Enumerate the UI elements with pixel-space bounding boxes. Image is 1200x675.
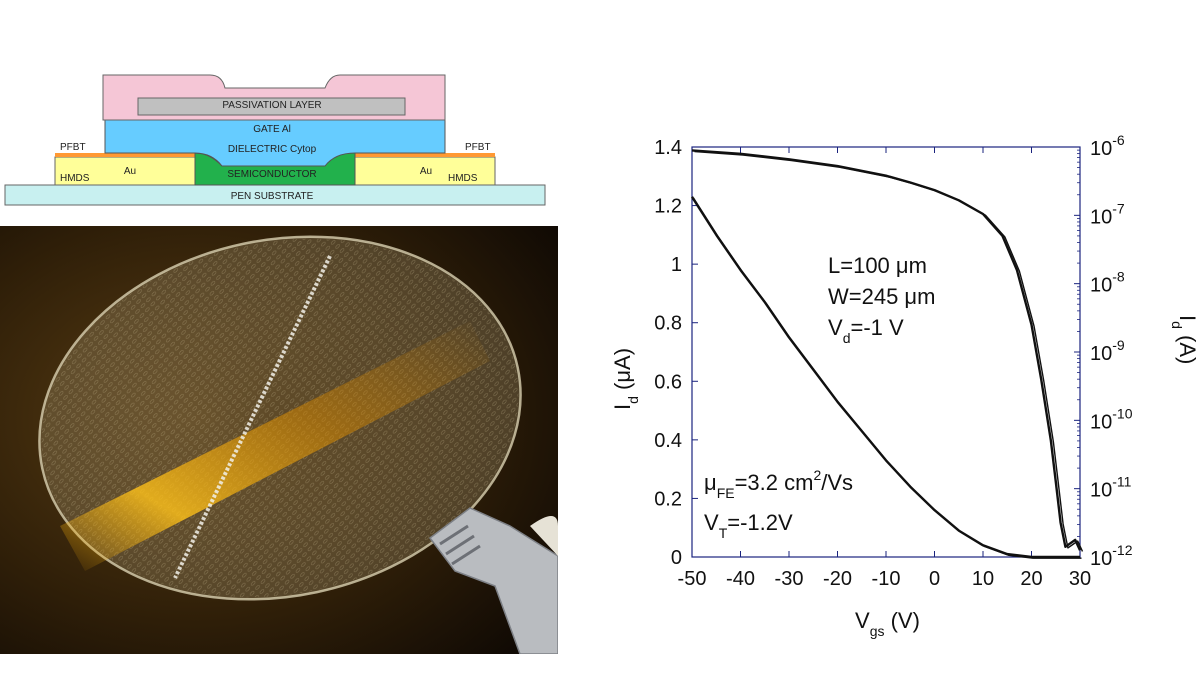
label-semiconductor: SEMICONDUCTOR — [227, 169, 316, 180]
annotation-threshold-voltage: VT=-1.2V — [704, 510, 793, 541]
x-tick-label: 30 — [1069, 568, 1091, 590]
annotation-drain-voltage: Vd=-1 V — [828, 315, 904, 346]
series-log-current-reverse — [694, 150, 1084, 552]
wafer-photo — [0, 226, 558, 654]
y-left-tick-label: 1.2 — [654, 196, 682, 218]
annotation-width: W=245 μm — [828, 284, 935, 309]
label-hmds-left: HMDS — [60, 173, 90, 184]
label-dielectric: DIELECTRIC Cytop — [228, 144, 317, 155]
gate-layer — [137, 97, 406, 116]
y-right-tick-label: 10-7 — [1090, 200, 1125, 228]
label-hmds-right: HMDS — [448, 173, 478, 184]
electrode-left — [54, 156, 196, 186]
x-tick-label: -30 — [775, 568, 804, 590]
label-electrode-left: Au — [124, 166, 136, 177]
y-right-tick-label: 10-9 — [1090, 337, 1125, 365]
y-right-tick-label: 10-11 — [1090, 474, 1132, 502]
y-axis-label-right: Id (A) — [1169, 315, 1200, 364]
x-tick-label: -50 — [678, 568, 707, 590]
series-linear-current — [690, 196, 1080, 559]
plot-frame — [691, 146, 1081, 558]
dielectric-body — [104, 119, 446, 167]
label-pfbt-right: PFBT — [465, 142, 491, 153]
y-left-tick-label: 0.8 — [654, 313, 682, 335]
series-linear-current-reverse — [692, 197, 1082, 559]
x-tick-label: -20 — [823, 568, 852, 590]
transfer-curve-chart: -50 -40 -30 -20 -10 0 10 20 30 0 0.2 0.4 0.6 0.8 1 1.2 1… — [610, 132, 1200, 639]
x-tick-label: -40 — [726, 568, 755, 590]
annotation-mobility: μFE=3.2 cm2/Vs — [704, 467, 853, 501]
y-right-tick-label: 10-12 — [1090, 542, 1133, 570]
y-right-tick-label: 10-10 — [1090, 405, 1133, 433]
device-stack-diagram: PASSIVATION LAYER GATE Al DIELECTRIC Cyt… — [4, 74, 546, 206]
y-right-tick-label: 10-6 — [1090, 132, 1125, 160]
y-left-tick-label: 0.6 — [654, 371, 682, 393]
x-tick-label: 0 — [929, 568, 940, 590]
label-gate: GATE Al — [253, 124, 291, 135]
x-tick-label: 20 — [1020, 568, 1042, 590]
y-left-tick-label: 0.2 — [654, 488, 682, 510]
pfbt-right — [355, 153, 495, 157]
device-line — [173, 255, 332, 579]
x-tick-label: -10 — [872, 568, 901, 590]
y-left-tick-label: 1 — [671, 254, 682, 276]
label-electrode-right: Au — [420, 166, 432, 177]
label-passivation: PASSIVATION LAYER — [222, 100, 321, 111]
label-pfbt-left: PFBT — [60, 142, 86, 153]
x-tick-label: 10 — [972, 568, 994, 590]
y-left-tick-label: 0.4 — [654, 430, 682, 452]
y-axis-label-left: Id (μA) — [610, 348, 641, 410]
annotation-length: L=100 μm — [828, 253, 927, 278]
reflection-band — [60, 321, 490, 571]
y-right-tick-label: 10-8 — [1090, 269, 1125, 297]
y-left-tick-label: 0 — [671, 547, 682, 569]
y-left-tick-label: 1.4 — [654, 137, 682, 159]
pfbt-left — [55, 153, 195, 157]
x-axis-label: Vgs (V) — [855, 608, 920, 639]
label-substrate: PEN SUBSTRATE — [231, 191, 314, 202]
